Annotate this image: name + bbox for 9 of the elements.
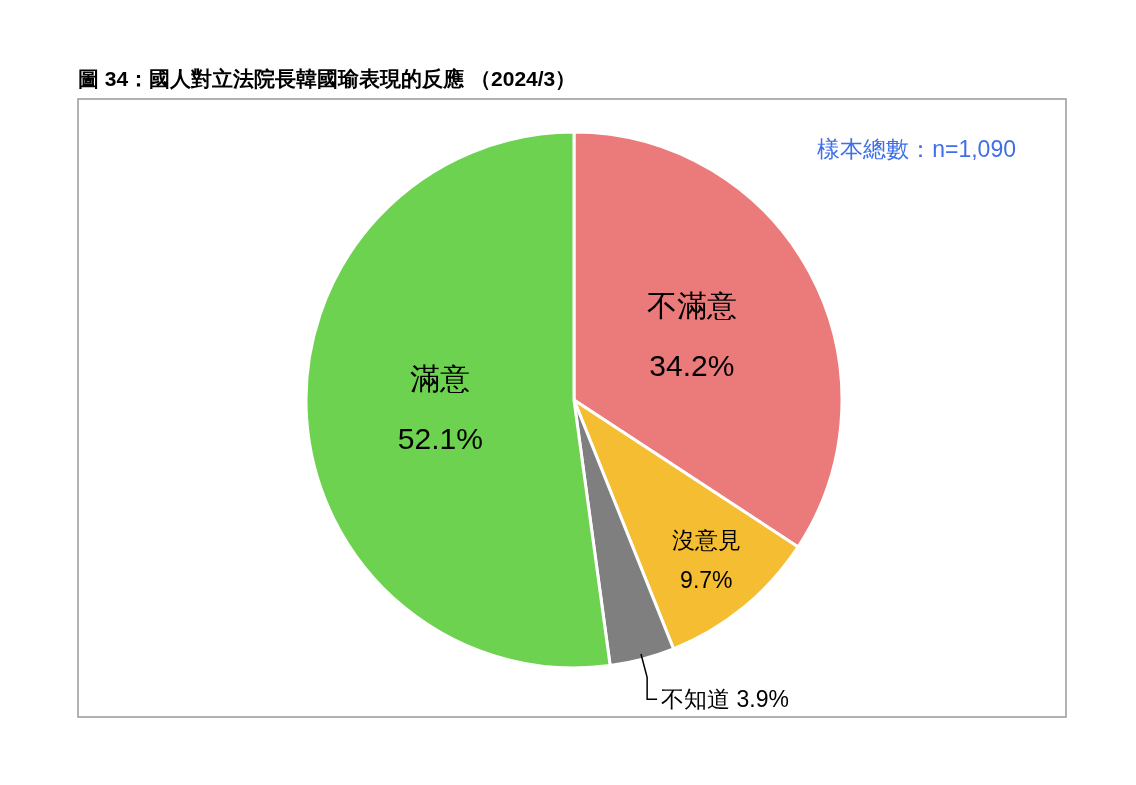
slice-label: 滿意 [410, 362, 471, 396]
chart-title: 圖 34：國人對立法院長韓國瑜表現的反應 （2024/3） [78, 67, 577, 90]
slice-label: 不知道 3.9% [661, 686, 789, 713]
text: 樣本總數：n=1,090 [817, 136, 1016, 162]
data-label: 34.2% [649, 349, 735, 383]
data-label: 9.7% [680, 566, 733, 593]
slice-label: 不滿意 [646, 289, 737, 323]
data-label: 52.1% [397, 422, 483, 456]
slice-label: 沒意見 [671, 526, 741, 553]
